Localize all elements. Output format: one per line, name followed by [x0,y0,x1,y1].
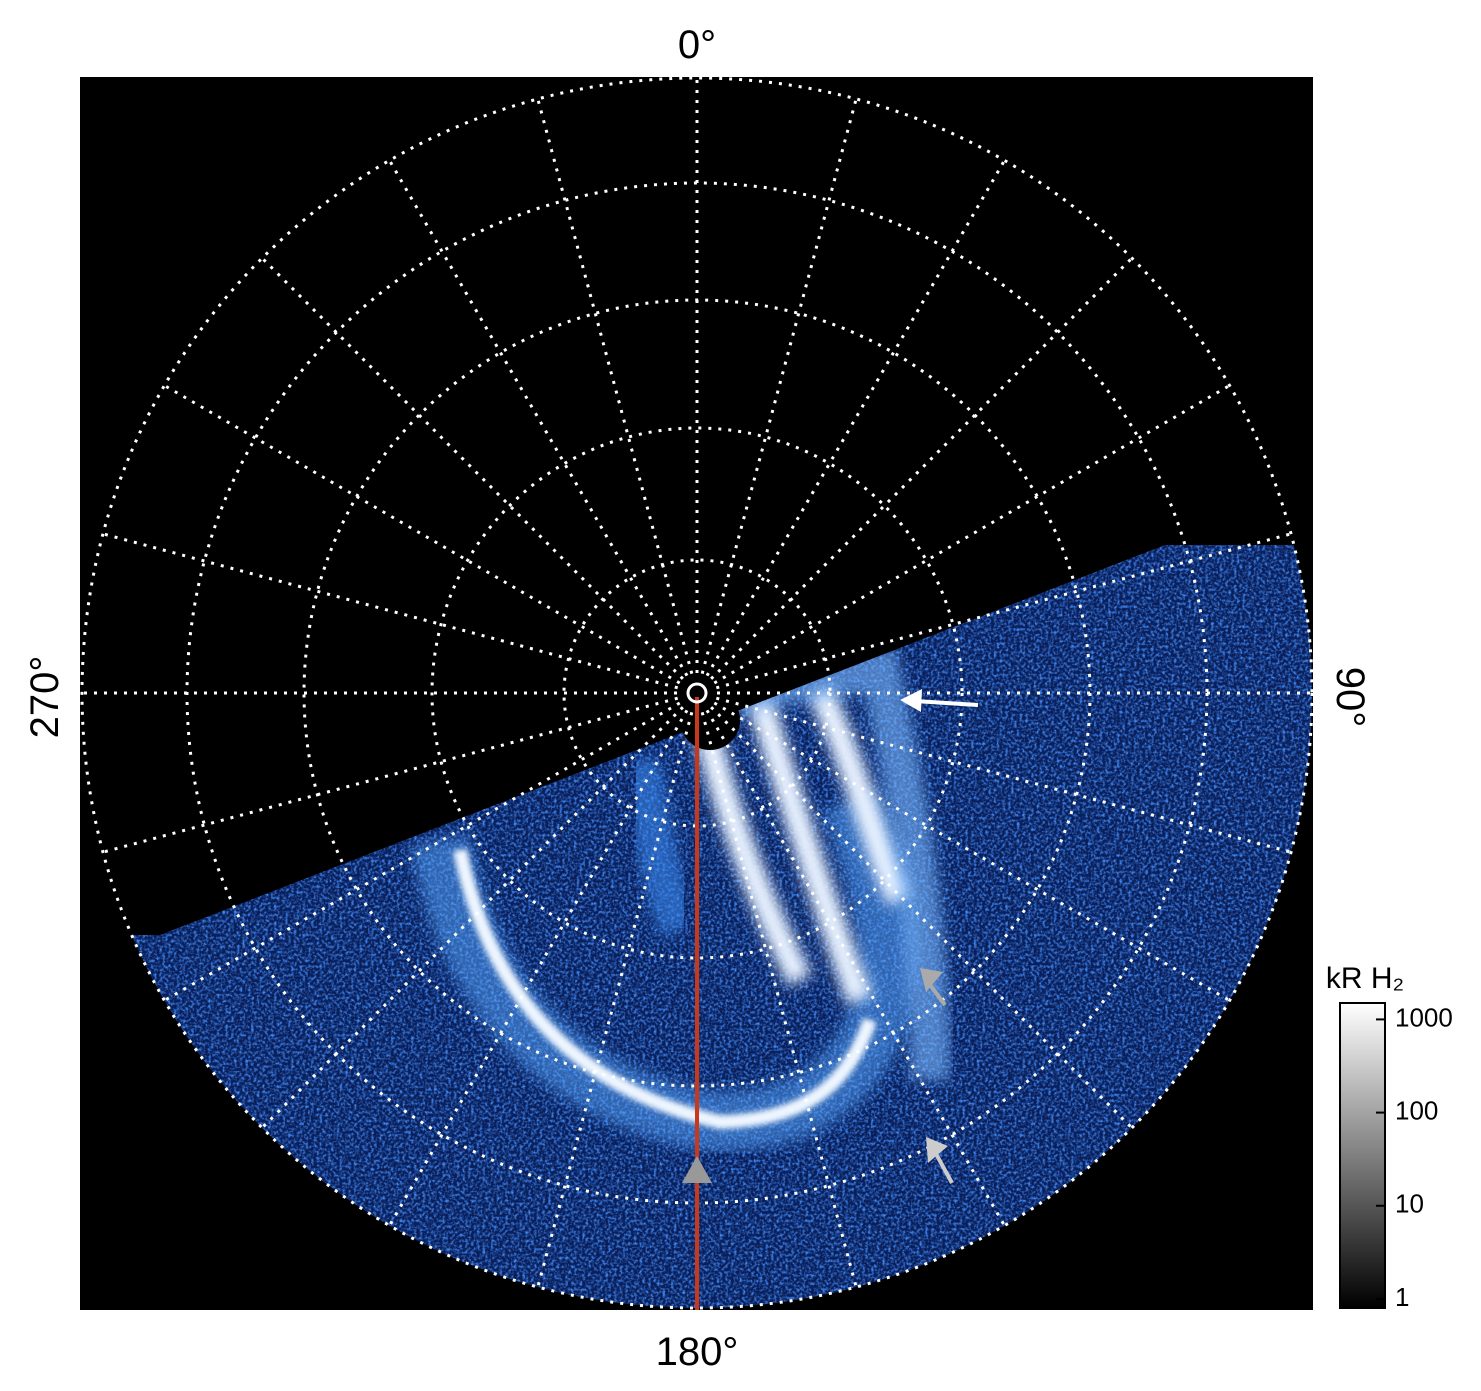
colorbar-title: kR H₂ [1326,962,1404,995]
colorbar-tick-label: 1000 [1395,1002,1453,1032]
label-top: 0° [678,23,716,67]
colorbar-tick-label: 100 [1395,1095,1438,1125]
label-bottom: 180° [656,1330,739,1374]
colorbar [1339,1002,1386,1309]
pole-marker [686,682,708,704]
marker-triangle [682,1156,712,1183]
grid-circle [80,76,1314,1310]
colorbar-tick-label: 10 [1395,1189,1424,1219]
colorbar-tick-label: 1 [1395,1282,1409,1312]
label-left: 270° [23,656,67,739]
grid-circle [430,426,964,960]
label-right: 90° [1328,667,1372,728]
arrows [900,689,979,1184]
